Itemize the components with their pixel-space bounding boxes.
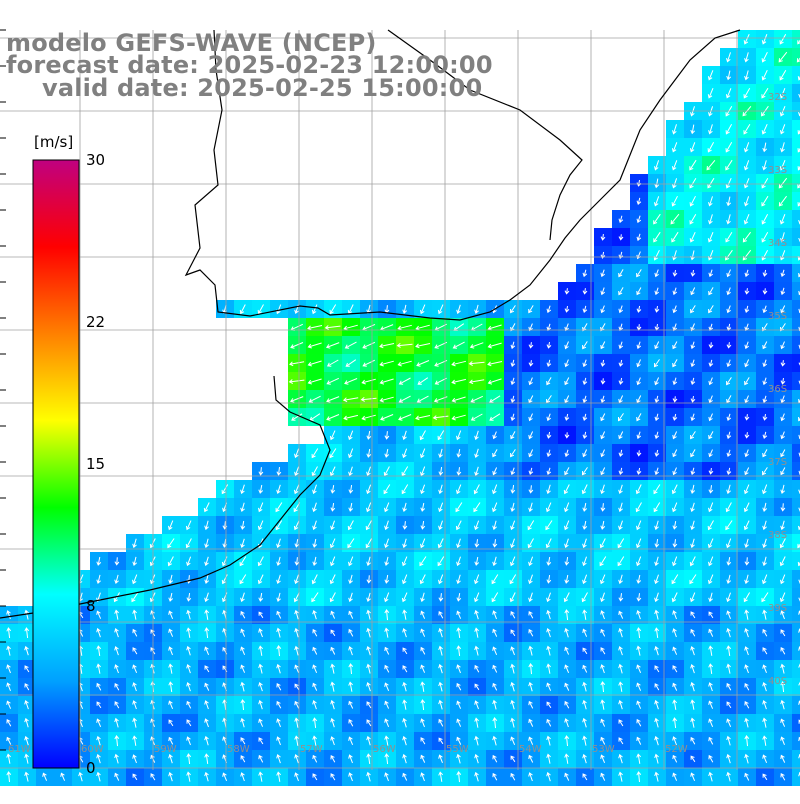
- speed-cell: [792, 642, 800, 660]
- speed-cell: [792, 750, 800, 768]
- colorbar-tick-label: 0: [86, 759, 96, 777]
- longitude-label: 61W: [8, 744, 31, 755]
- speed-cell: [792, 678, 800, 696]
- speed-cell: [792, 696, 800, 714]
- longitude-label: 54W: [519, 744, 542, 755]
- speed-cell: [792, 84, 800, 102]
- colorbar-tick-label: 22: [86, 313, 105, 331]
- speed-cell: [792, 210, 800, 228]
- speed-cell: [792, 192, 800, 210]
- latitude-label: 37S: [768, 457, 787, 468]
- speed-cell: [792, 156, 800, 174]
- speed-cell: [792, 48, 800, 66]
- speed-cell: [792, 174, 800, 192]
- speed-cell: [792, 480, 800, 498]
- longitude-label: 58W: [227, 744, 250, 755]
- speed-cell: [792, 570, 800, 588]
- speed-cell: [792, 498, 800, 516]
- speed-cell: [792, 588, 800, 606]
- colorbar-scale: [33, 160, 79, 768]
- speed-cell: [792, 120, 800, 138]
- speed-cell: [792, 552, 800, 570]
- longitude-label: 53W: [592, 744, 615, 755]
- speed-cell: [792, 246, 800, 264]
- longitude-label: 52W: [665, 744, 688, 755]
- longitude-label: 56W: [373, 744, 396, 755]
- speed-cell: [792, 30, 800, 48]
- colorbar-tick-label: 8: [86, 597, 96, 615]
- longitude-label: 55W: [446, 744, 469, 755]
- colorbar-tick-label: 15: [86, 455, 105, 473]
- colorbar: [33, 160, 79, 768]
- latitude-label: 32S: [768, 92, 787, 103]
- latitude-label: 34S: [768, 238, 787, 249]
- colorbar-unit: [m/s]: [34, 133, 73, 151]
- speed-cell: [792, 516, 800, 534]
- latitude-label: 36S: [768, 384, 787, 395]
- latitude-label: 39S: [768, 603, 787, 614]
- speed-cell: [792, 66, 800, 84]
- latitude-label: 35S: [768, 311, 787, 322]
- longitude-label: 59W: [154, 744, 177, 755]
- longitude-label: 57W: [300, 744, 323, 755]
- latitude-label: 40S: [768, 676, 787, 687]
- colorbar-tick-label: 30: [86, 151, 105, 169]
- longitude-label: 60W: [81, 744, 104, 755]
- speed-cell: [792, 228, 800, 246]
- speed-cell: [792, 138, 800, 156]
- speed-cell: [792, 768, 800, 786]
- speed-cell: [792, 624, 800, 642]
- latitude-label: 38S: [768, 530, 787, 541]
- speed-cell: [792, 660, 800, 678]
- speed-cell: [792, 606, 800, 624]
- latitude-label: 33S: [768, 165, 787, 176]
- valid-date: valid date: 2025-02-25 15:00:00: [42, 76, 482, 100]
